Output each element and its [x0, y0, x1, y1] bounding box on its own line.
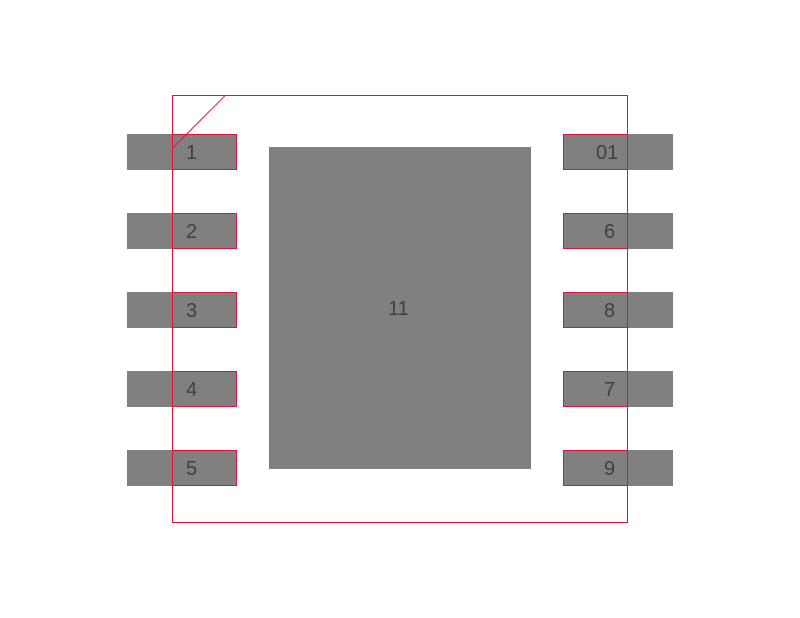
pin-8-outline: [563, 292, 628, 328]
pin-4-label: 4: [186, 379, 197, 402]
pin-10-label: 01: [596, 142, 618, 165]
footprint-canvas: 1 2 3 4 5 01 6 8 7 9 11: [0, 0, 800, 618]
pin-8-label: 8: [604, 300, 615, 323]
pin-5-label: 5: [186, 458, 197, 481]
pin-7-outline: [563, 371, 628, 407]
pin-3-label: 3: [186, 300, 197, 323]
center-pad-label: 11: [388, 298, 409, 321]
pin-1-label: 1: [186, 142, 197, 165]
pin-1-outline: [172, 134, 237, 170]
pin-6-outline: [563, 213, 628, 249]
pin-7-label: 7: [604, 379, 615, 402]
pin-4-outline: [172, 371, 237, 407]
pin-9-label: 9: [604, 458, 615, 481]
pin-6-label: 6: [604, 221, 615, 244]
pin-5-outline: [172, 450, 237, 486]
pin-3-outline: [172, 292, 237, 328]
pin-2-label: 2: [186, 221, 197, 244]
pin-9-outline: [563, 450, 628, 486]
pin-2-outline: [172, 213, 237, 249]
